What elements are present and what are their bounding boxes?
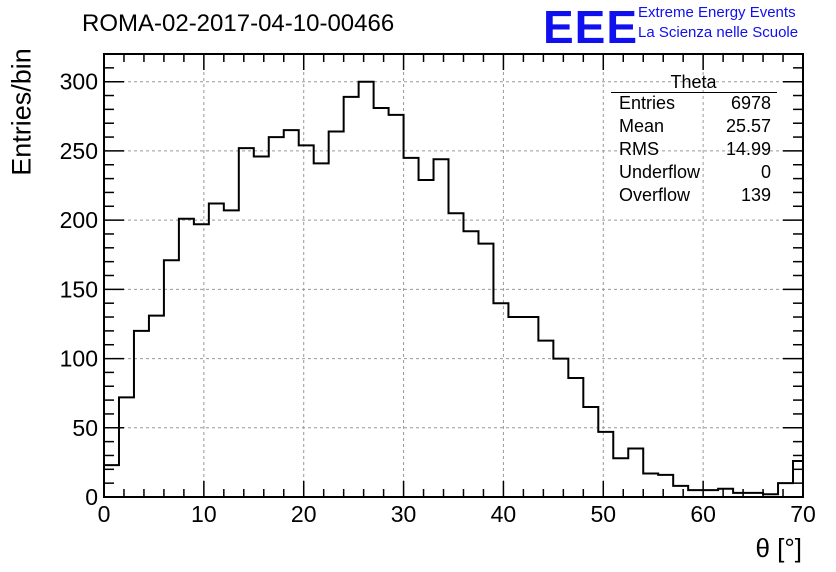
- histogram-bin: [389, 115, 404, 497]
- y-tick-label: 300: [60, 69, 98, 95]
- histogram-bin: [493, 303, 508, 497]
- histogram-bin: [284, 130, 299, 497]
- stats-title: Theta: [670, 72, 717, 92]
- histogram-bin: [254, 156, 269, 497]
- stat-label: Mean: [619, 116, 665, 136]
- histogram-bin: [194, 224, 209, 497]
- stat-row-rms: RMS 14.99: [619, 139, 771, 161]
- histogram-bin: [523, 317, 538, 497]
- histogram-bin: [164, 260, 179, 497]
- stat-value: 25.57: [725, 116, 771, 136]
- histogram-bin: [598, 432, 613, 497]
- histogram-bin: [553, 359, 568, 497]
- x-tick-label: 20: [291, 501, 317, 527]
- histogram-bin: [628, 449, 643, 497]
- stat-value: 14.99: [725, 139, 771, 159]
- histogram-bin: [583, 407, 598, 497]
- stat-value: 6978: [730, 93, 771, 113]
- stat-value: 139: [740, 185, 771, 205]
- histogram-bin: [209, 204, 224, 497]
- histogram-bin: [434, 159, 449, 497]
- histogram-bin: [119, 397, 134, 497]
- run-title: ROMA-02-2017-04-10-00466: [82, 10, 395, 37]
- histogram-bin: [344, 97, 359, 497]
- eee-logo-mark: EEE: [543, 1, 639, 53]
- logo-tagline-1: Extreme Energy Events: [638, 4, 796, 21]
- stat-row-entries: Entries 6978: [619, 93, 771, 115]
- y-tick-label: 50: [72, 415, 98, 441]
- histogram-bin: [314, 163, 329, 497]
- y-tick-label: 150: [60, 276, 98, 302]
- histogram-bin: [793, 461, 803, 497]
- stat-value: 0: [760, 162, 771, 182]
- x-axis-label: θ [°]: [755, 533, 802, 563]
- histogram-bin: [778, 483, 793, 497]
- histogram-bin: [658, 475, 673, 497]
- stat-row-mean: Mean 25.57: [619, 116, 771, 138]
- histogram-bin: [329, 132, 344, 497]
- x-tick-label: 40: [491, 501, 517, 527]
- axis-tick-labels: 0 10 20 30 40 50 60 70 0 50 100 150 200 250 300: [60, 69, 816, 527]
- histogram-bin: [613, 458, 628, 497]
- histogram-bin: [688, 490, 703, 497]
- stat-label: Entries: [619, 93, 676, 113]
- histogram-bin: [463, 231, 478, 497]
- x-tick-label: 70: [790, 501, 816, 527]
- histogram-bin: [643, 473, 658, 497]
- histogram-bin: [269, 137, 284, 497]
- stat-row-underflow: Underflow 0: [619, 162, 771, 184]
- stats-divider: [611, 92, 777, 93]
- histogram-bin: [239, 148, 254, 497]
- histogram-bin: [404, 158, 419, 497]
- stat-row-overflow: Overflow 139: [619, 185, 771, 207]
- histogram-bin: [359, 82, 374, 497]
- y-tick-label: 200: [60, 207, 98, 233]
- histogram-bin: [419, 180, 434, 497]
- histogram-bin: [299, 145, 314, 497]
- stat-label: RMS: [619, 139, 659, 159]
- y-axis-label: Entries/bin: [6, 48, 37, 176]
- x-tick-label: 0: [98, 501, 111, 527]
- histogram-bin: [508, 317, 523, 497]
- histogram-bin: [374, 108, 389, 497]
- histogram-bin: [224, 210, 239, 497]
- histogram-step-line: [103, 80, 804, 497]
- stat-label: Underflow: [619, 162, 701, 182]
- x-tick-label: 60: [690, 501, 716, 527]
- histogram-bin: [478, 244, 493, 497]
- histogram-bin: [718, 489, 733, 497]
- histogram-bin: [703, 490, 718, 497]
- histogram-bin: [568, 378, 583, 497]
- axis-ticks: [103, 53, 804, 498]
- histogram-bin: [538, 341, 553, 497]
- histogram-bin: [673, 486, 688, 497]
- x-tick-label: 50: [590, 501, 616, 527]
- y-tick-label: 100: [60, 346, 98, 372]
- y-tick-label: 0: [85, 484, 98, 510]
- y-tick-label: 250: [60, 138, 98, 164]
- logo-tagline-2: La Scienza nelle Scuole: [638, 24, 799, 41]
- histogram-bin: [179, 219, 194, 497]
- x-tick-label: 10: [191, 501, 217, 527]
- histogram-bin: [134, 331, 149, 497]
- histogram-bin: [449, 213, 464, 497]
- x-tick-label: 30: [391, 501, 417, 527]
- stat-label: Overflow: [619, 185, 691, 205]
- histogram-bin: [149, 316, 164, 497]
